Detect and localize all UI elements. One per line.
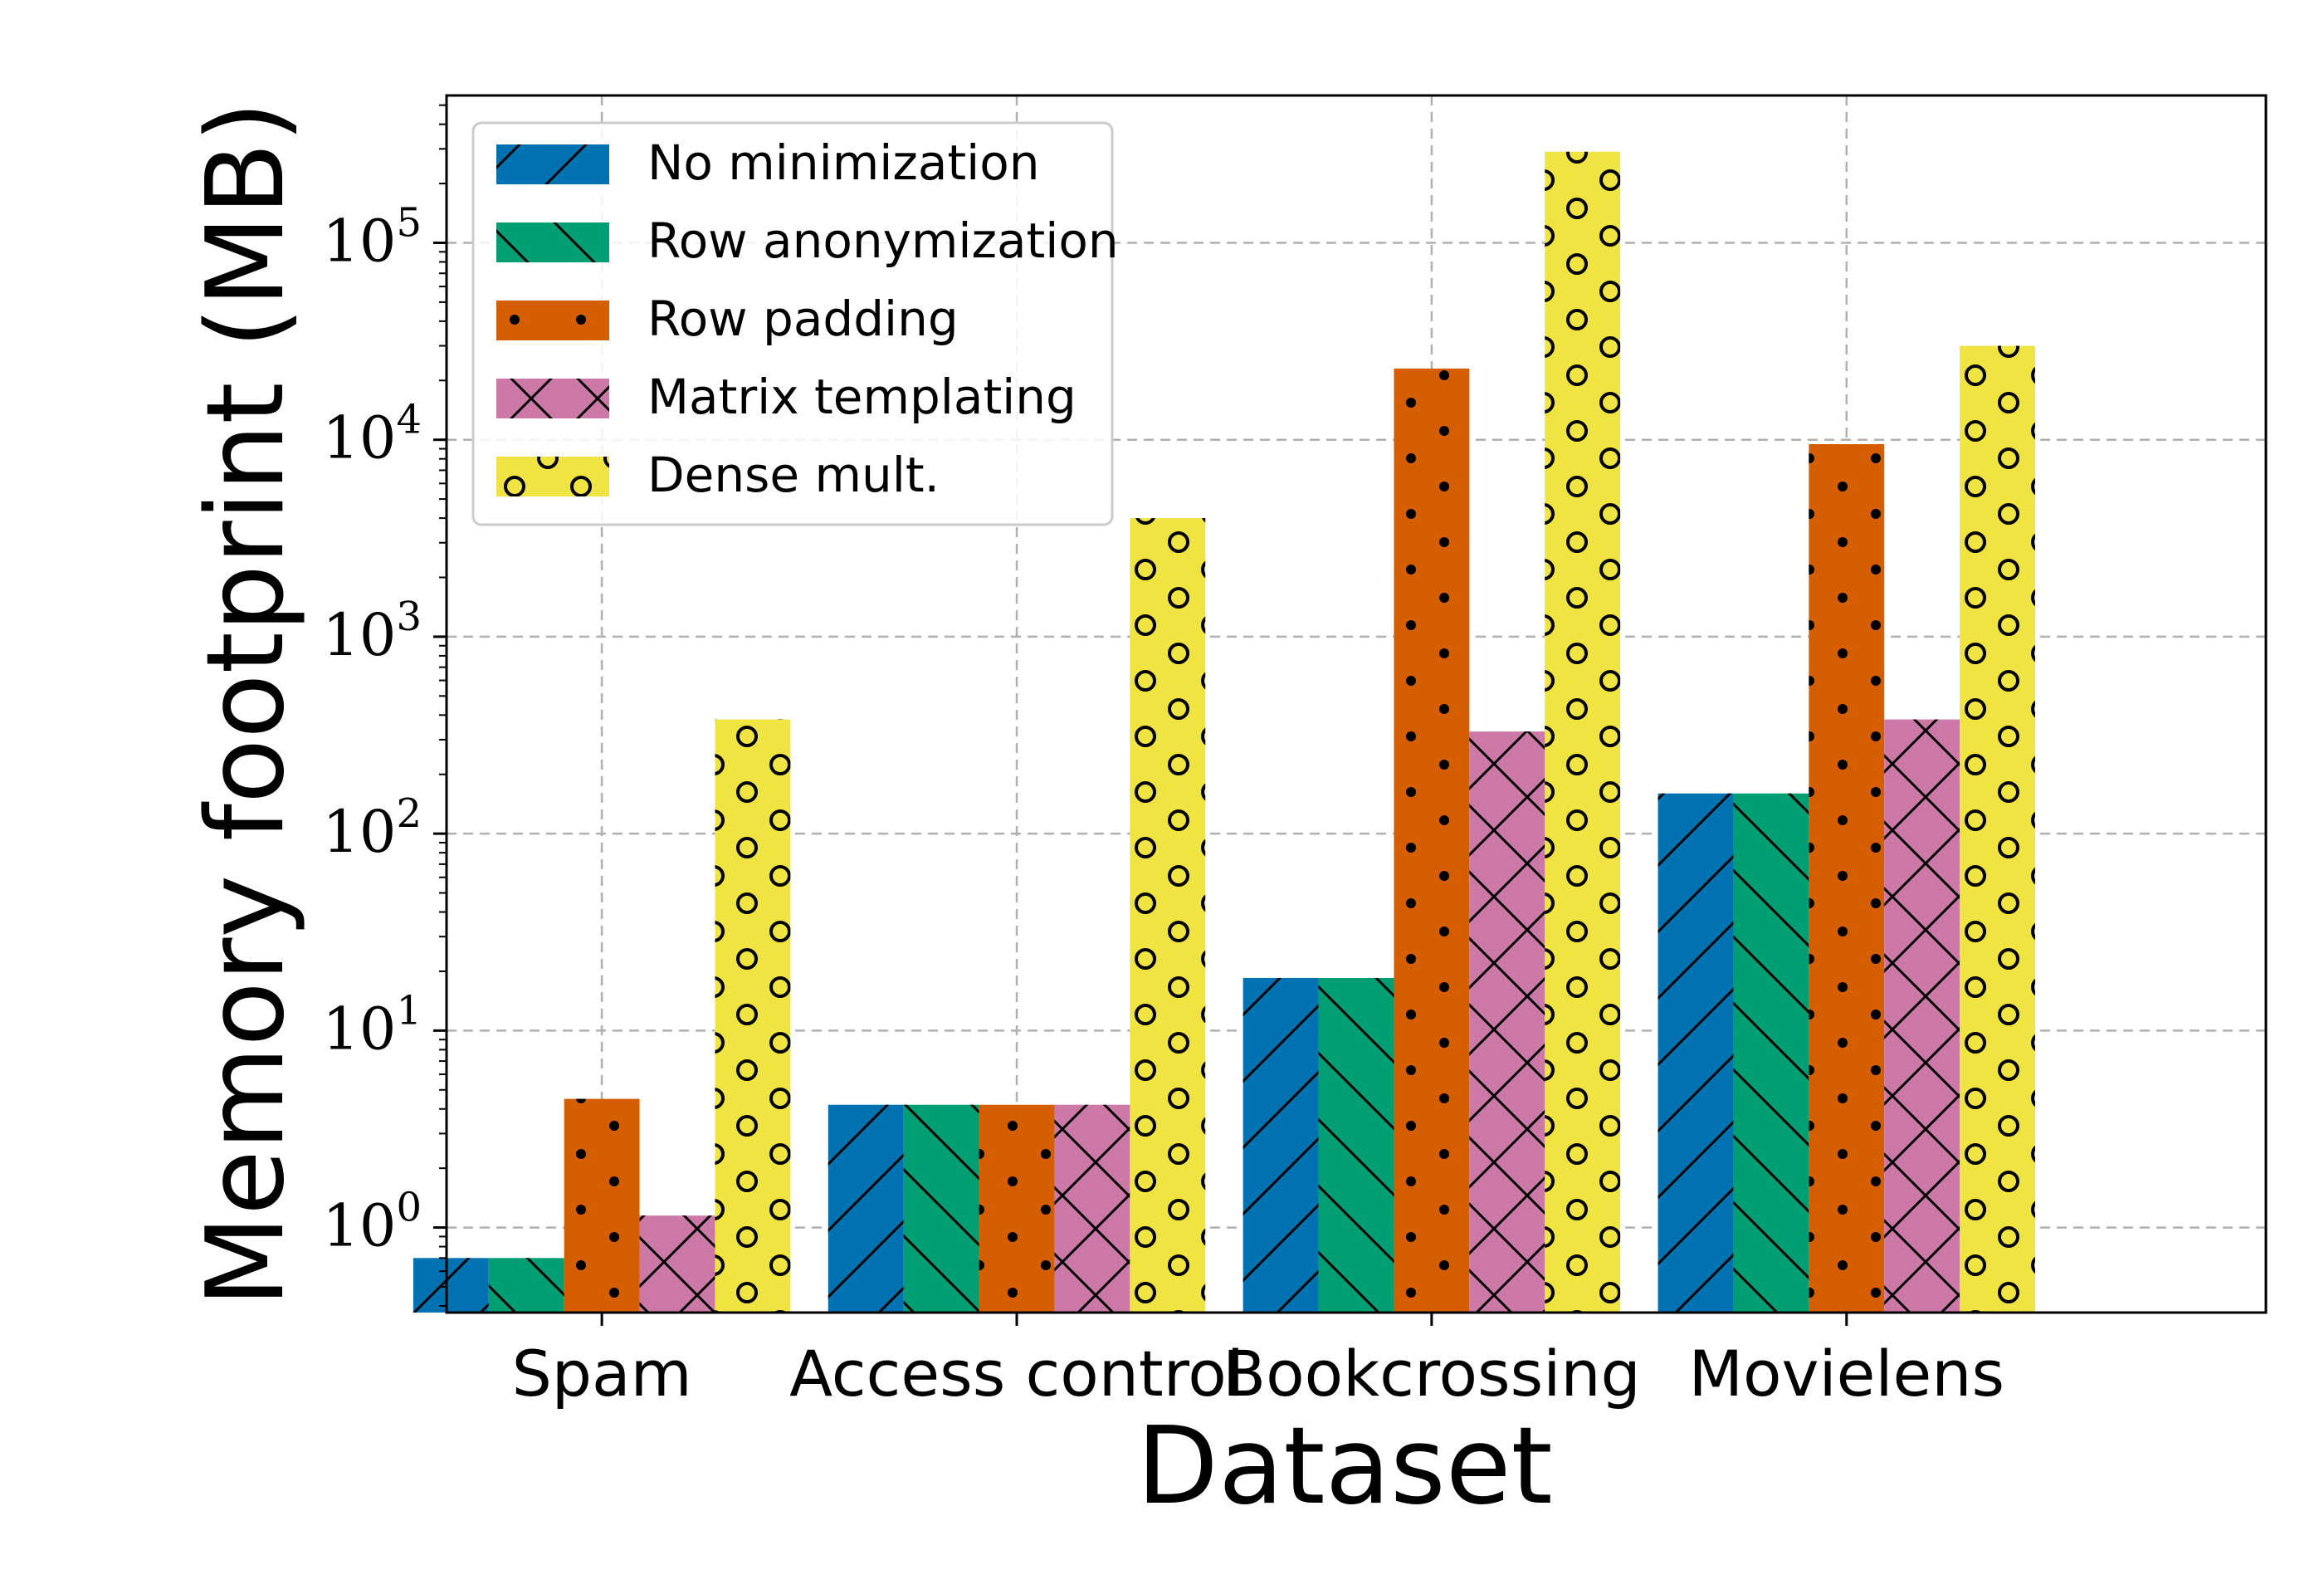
x-axis-label: Dataset [1136, 1405, 1552, 1528]
bar [1469, 731, 1545, 1313]
bar-hatch [413, 1258, 489, 1313]
bar-hatch [1243, 977, 1319, 1313]
y-tick-label: 104 [322, 397, 422, 472]
y-axis: 100 101 102 103 104 105 [322, 104, 447, 1307]
bar-hatch [1054, 1104, 1130, 1313]
y-tick-label: 100 [322, 1185, 422, 1260]
y-tick-label: 102 [322, 790, 422, 866]
bar [1733, 793, 1809, 1313]
y-tick-label: 105 [322, 199, 422, 275]
bar-hatch [639, 1215, 715, 1313]
legend-label: Matrix templating [647, 369, 1077, 425]
legend-label: Dense mult. [647, 447, 940, 503]
legend-box [471, 121, 1114, 526]
legend-item: No minimization [496, 134, 1040, 191]
bar [828, 1104, 904, 1313]
bar [1809, 443, 1885, 1313]
bar-hatch [828, 1104, 904, 1313]
bar-hatch [1545, 151, 1621, 1313]
y-axis-label: Memory footprint (MB) [184, 101, 308, 1308]
x-tick-label: Bookcrossing [1223, 1337, 1641, 1411]
legend-label: Row anonymization [647, 213, 1119, 269]
bar [1960, 345, 2035, 1313]
axes-frame [445, 94, 2268, 1314]
bar [1394, 368, 1470, 1313]
bar [1884, 719, 1960, 1313]
x-tick-label: Movielens [1688, 1337, 2004, 1411]
bar-hatch [1733, 793, 1809, 1313]
legend-swatch-hatch [496, 379, 609, 418]
bar-hatch [1884, 719, 1960, 1313]
bar [1318, 977, 1394, 1313]
x-tick-label: Spam [512, 1337, 692, 1411]
legend: No minimization Row anonymization Row padd… [471, 121, 1119, 526]
bar [1243, 977, 1319, 1313]
bar [1658, 793, 1734, 1313]
bar [715, 719, 791, 1313]
legend-label: Row padding [647, 291, 959, 347]
bar [1054, 1104, 1130, 1313]
bars [413, 151, 2035, 1313]
bar-hatch [1130, 518, 1206, 1313]
legend-swatch-hatch [496, 144, 609, 184]
y-tick-label: 101 [322, 987, 422, 1063]
bar [639, 1215, 715, 1313]
legend-item: Row padding [496, 291, 959, 347]
bar [1130, 518, 1206, 1313]
bar-hatch [1318, 977, 1394, 1313]
bar-hatch [979, 1104, 1055, 1313]
legend-swatch-hatch [496, 301, 609, 340]
legend-label: No minimization [647, 134, 1040, 191]
bar [903, 1104, 979, 1313]
bar-hatch [715, 719, 791, 1313]
bar [488, 1258, 564, 1313]
bar-hatch [1809, 443, 1885, 1313]
bar [1545, 151, 1621, 1313]
legend-item: Row anonymization [496, 213, 1119, 269]
legend-swatch-hatch [496, 222, 609, 262]
bar [564, 1098, 640, 1313]
legend-item: Matrix templating [496, 369, 1077, 425]
legend-item: Dense mult. [496, 447, 940, 503]
bar-hatch [564, 1098, 640, 1313]
bar-hatch [1658, 793, 1734, 1313]
y-tick-label: 103 [322, 594, 422, 669]
legend-swatch-hatch [496, 457, 609, 496]
bar-hatch [1960, 345, 2035, 1313]
bar-hatch [903, 1104, 979, 1313]
bar-hatch [488, 1258, 564, 1313]
bar-hatch [1469, 731, 1545, 1313]
bar [413, 1258, 489, 1313]
bar-hatch [1394, 368, 1470, 1313]
x-tick-label: Access control [789, 1337, 1244, 1411]
bar [979, 1104, 1055, 1313]
